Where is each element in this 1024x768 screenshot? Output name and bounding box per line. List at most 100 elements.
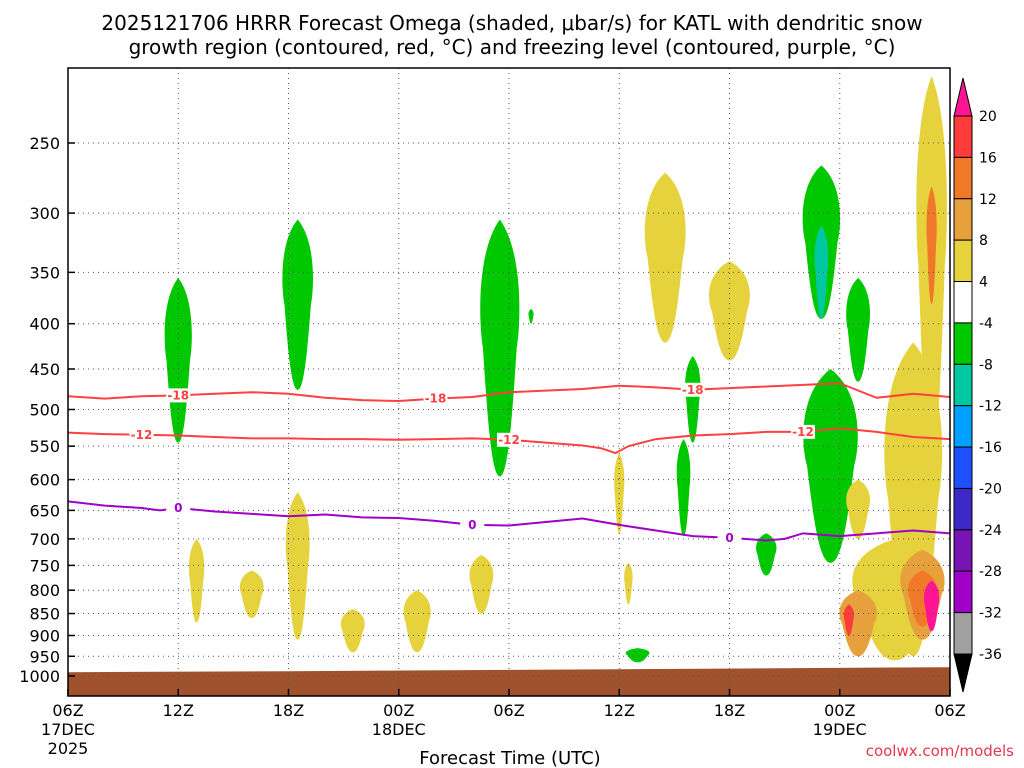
omega-pos-j <box>403 590 431 653</box>
x-tick-label: 12Z <box>163 701 194 720</box>
y-tick-label: 800 <box>29 581 60 600</box>
omega-neg-k <box>625 648 650 663</box>
y-tick-label: 500 <box>29 401 60 420</box>
contour--18C <box>68 382 950 402</box>
colorbar-arrow-top <box>953 77 973 117</box>
colorbar-label: 16 <box>979 150 997 166</box>
y-tick-label: 250 <box>29 134 60 153</box>
colorbar-swatch <box>953 529 973 572</box>
colorbar-swatch <box>953 363 973 407</box>
x-tick-date: 19DEC <box>813 720 867 739</box>
x-tick-label: 00Z <box>383 701 414 720</box>
colorbar-swatch <box>953 239 973 283</box>
y-axis: 250 300 350 400 450 500 550 600 650 700 750 800 850 9… <box>19 134 75 686</box>
colorbar-swatch <box>953 612 973 655</box>
contour-label-bg <box>791 424 815 439</box>
omega-neg-i <box>803 368 858 563</box>
colorbar-label: -32 <box>979 606 1002 622</box>
y-tick-label: 350 <box>29 263 60 282</box>
x-tick-label: 00Z <box>824 701 855 720</box>
y-tick-label: 750 <box>29 556 60 575</box>
omega-pos-a <box>644 172 686 343</box>
x-axis-label: Forecast Time (UTC) <box>419 748 600 768</box>
colorbar-label: -8 <box>979 357 993 373</box>
colorbar-swatch <box>953 405 973 448</box>
y-tick-label: 450 <box>29 360 60 379</box>
contour-label--18C: -18 <box>167 388 189 402</box>
contour-label--18C: -18 <box>682 383 704 397</box>
omega-pos-f <box>188 538 205 623</box>
colorbar-swatch <box>953 487 973 531</box>
omega-pos-g <box>239 570 264 619</box>
colorbar-swatch <box>953 570 973 614</box>
contour--12C <box>68 427 950 455</box>
x-tick-date: 18DEC <box>372 720 426 739</box>
colorbar-swatch <box>953 281 973 324</box>
omega-pos-b <box>709 261 750 361</box>
y-tick-label: 900 <box>29 626 60 645</box>
title-line-2: growth region (contoured, red, °C) and f… <box>129 35 896 59</box>
y-tick-label: 850 <box>29 605 60 624</box>
omega-neg-e <box>685 355 701 443</box>
contour-label--12C: -12 <box>131 428 153 442</box>
x-tick-label: 12Z <box>604 701 635 720</box>
y-tick-label: 550 <box>29 437 60 456</box>
omega-pos-h <box>285 492 310 640</box>
omega-neg-j <box>756 533 777 576</box>
colorbar-arrow-bottom <box>953 653 973 693</box>
colorbar-label: -16 <box>979 440 1002 456</box>
x-tick-label: 18Z <box>273 701 304 720</box>
contour-label--12C: -12 <box>498 433 520 447</box>
contour-label--18C: -18 <box>425 392 447 406</box>
colorbar-label: -28 <box>979 564 1002 580</box>
colorbar-label: -4 <box>979 316 993 332</box>
contour-label--12C: -12 <box>792 425 814 439</box>
omega-pos-r <box>843 604 855 636</box>
x-tick-label: 06Z <box>934 701 965 720</box>
y-tick-label: 600 <box>29 471 60 490</box>
colorbar-swatch <box>953 322 973 365</box>
y-tick-label: 950 <box>29 647 60 666</box>
omega-neg-b <box>282 219 314 390</box>
y-tick-label: 300 <box>29 204 60 223</box>
contour-label-bg <box>717 530 742 545</box>
omega-pos-i <box>340 608 365 653</box>
colorbar-label: -12 <box>979 399 1002 415</box>
colorbar-label: -20 <box>979 481 1002 497</box>
colorbar-label: -36 <box>979 647 1002 663</box>
omega-pos-m <box>624 562 633 605</box>
y-tick-label: 650 <box>29 501 60 520</box>
credit-text[interactable]: coolwx.com/models <box>866 742 1014 760</box>
y-tick-label: 1000 <box>19 667 60 686</box>
omega-pos-e <box>846 479 871 539</box>
contour-label-bg <box>497 432 521 447</box>
omega-neg-c <box>480 219 520 477</box>
colorbar-swatch <box>953 156 973 200</box>
contour-label-bg <box>460 517 485 532</box>
omega-pos-t <box>926 186 937 304</box>
contour-label-0C: 0 <box>725 531 733 545</box>
colorbar-swatch <box>953 198 973 241</box>
omega-neg-d <box>528 309 534 324</box>
colorbar-label: 12 <box>979 192 997 208</box>
omega-neg-f <box>676 439 691 537</box>
x-tick-year: 2025 <box>48 739 89 758</box>
contour-label-bg <box>166 501 191 515</box>
colorbar-swatch <box>953 446 973 489</box>
colorbar-swatch <box>953 115 973 158</box>
x-tick-label: 06Z <box>493 701 524 720</box>
x-tick-label: 06Z <box>52 701 83 720</box>
omega-neg-l <box>814 225 829 319</box>
omega-neg-a <box>164 277 192 443</box>
contour-label-bg <box>423 391 448 406</box>
contour-label-0C: 0 <box>468 518 476 532</box>
colorbar-label: 4 <box>979 275 988 291</box>
colorbar: 20 16 12 8 4 -4 -8 -12 -16 -20 -24 -28 -32 -36 <box>953 77 1002 693</box>
omega-neg-h <box>846 277 871 382</box>
title-line-1: 2025121706 HRRR Forecast Omega (shaded, … <box>101 11 922 35</box>
colorbar-label: 20 <box>979 109 997 125</box>
omega-pos-k <box>469 555 494 614</box>
contour-label-bg <box>680 382 705 397</box>
